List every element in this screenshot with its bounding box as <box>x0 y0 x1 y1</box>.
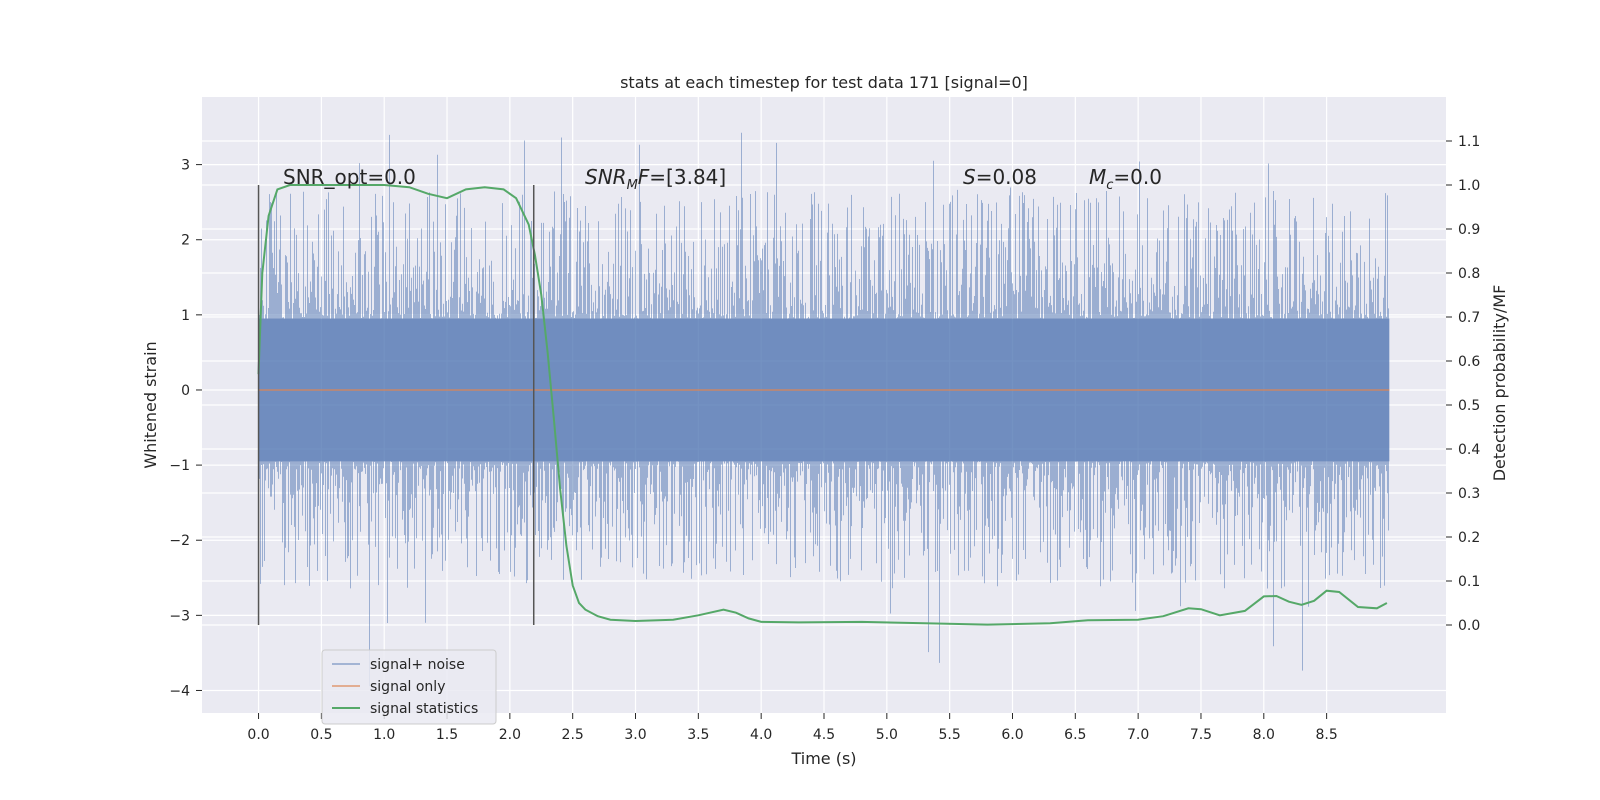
y2-tick-label: 0.1 <box>1458 574 1480 590</box>
y2-tick-label: 0.2 <box>1458 530 1480 546</box>
y-axis-ticks: 3 2 1 0 −1 −2 −3 −4 <box>169 158 202 699</box>
legend-label-signal-only: signal only <box>370 679 445 695</box>
y-tick-label: −3 <box>169 608 190 624</box>
annotation-mc-label: M <box>1089 165 1106 189</box>
y-axis-label: Whitened strain <box>141 341 160 468</box>
legend-box <box>321 649 497 725</box>
x-axis-ticks: 0.0 0.5 1.0 1.5 2.0 2.5 3.0 3.5 4.0 4.5 5.0 5.5 6.0 6… <box>247 713 1338 743</box>
y2-axis-label: Detection probability/MF <box>1490 285 1509 482</box>
y2-tick-label: 0.5 <box>1458 398 1480 414</box>
legend-label-signal-noise: signal+ noise <box>370 657 465 673</box>
y-tick-label: 1 <box>181 308 190 324</box>
annotation-mc-value: =0.0 <box>1113 165 1162 189</box>
chart-title: stats at each timestep for test data 171… <box>620 73 1028 92</box>
y-tick-label: 2 <box>181 233 190 249</box>
y2-tick-label: 0.7 <box>1458 310 1480 326</box>
annotation-mc: Mc=0.0 <box>1089 165 1162 193</box>
y2-tick-label: 1.1 <box>1458 134 1480 150</box>
y2-tick-label: 1.0 <box>1458 178 1480 194</box>
x-tick-label: 1.0 <box>373 727 395 743</box>
x-tick-label: 8.5 <box>1315 727 1337 743</box>
annotation-snr-opt-label: SNR_opt <box>283 165 367 189</box>
annotation-s: S=0.08 <box>963 165 1037 189</box>
x-tick-label: 0.5 <box>310 727 332 743</box>
y-tick-label: 0 <box>181 383 190 399</box>
x-tick-label: 5.5 <box>939 727 961 743</box>
x-tick-label: 5.0 <box>876 727 898 743</box>
series-signal-statistics <box>257 184 1388 626</box>
y2-tick-label: 0.0 <box>1458 618 1480 634</box>
legend-label-signal-statistics: signal statistics <box>370 701 478 717</box>
x-tick-label: 4.0 <box>750 727 772 743</box>
y2-tick-label: 0.9 <box>1458 222 1480 238</box>
y2-tick-label: 0.3 <box>1458 486 1480 502</box>
annotation-s-value: =0.08 <box>976 165 1037 189</box>
x-tick-label: 0.0 <box>247 727 269 743</box>
series-layer <box>257 184 1390 626</box>
annotation-s-label: S <box>963 165 976 189</box>
y2-tick-label: 0.6 <box>1458 354 1480 370</box>
x-tick-label: 3.5 <box>687 727 709 743</box>
y2-axis-ticks: 1.1 1.0 0.9 0.8 0.7 0.6 0.5 0.4 0.3 0.2 0.1 0.0 <box>1446 134 1480 634</box>
y2-tick-label: 0.4 <box>1458 442 1480 458</box>
y-tick-label: −1 <box>169 458 190 474</box>
y-tick-label: −2 <box>169 533 190 549</box>
annotation-snr-mf: SNRMF=[3.84] <box>585 165 726 193</box>
x-tick-label: 6.0 <box>1001 727 1023 743</box>
annotation-snr-mf-sub: M <box>627 178 638 193</box>
x-tick-label: 4.5 <box>813 727 835 743</box>
annotation-snr-mf-value: =[3.84] <box>649 165 726 189</box>
marker-lines <box>257 185 535 625</box>
annotation-snr-opt: SNR_opt=0.0 <box>283 165 416 189</box>
legend: signal+ noise signal only signal statist… <box>321 649 497 725</box>
y-tick-label: −4 <box>169 683 190 699</box>
y2-tick-label: 0.8 <box>1458 266 1480 282</box>
x-tick-label: 7.0 <box>1127 727 1149 743</box>
x-tick-label: 6.5 <box>1064 727 1086 743</box>
x-tick-label: 1.5 <box>436 727 458 743</box>
annotation-snr-opt-value: =0.0 <box>367 165 416 189</box>
x-axis-label: Time (s) <box>790 749 856 768</box>
x-tick-label: 2.0 <box>499 727 521 743</box>
annotation-snr-mf-suffix: F <box>638 165 650 189</box>
annotation-snr-mf-label: SNR <box>585 165 627 189</box>
x-tick-label: 2.5 <box>562 727 584 743</box>
x-tick-label: 8.0 <box>1253 727 1275 743</box>
x-tick-label: 7.5 <box>1190 727 1212 743</box>
x-tick-label: 3.0 <box>624 727 646 743</box>
y-tick-label: 3 <box>181 158 190 174</box>
annotation-mc-sub: c <box>1106 178 1113 193</box>
